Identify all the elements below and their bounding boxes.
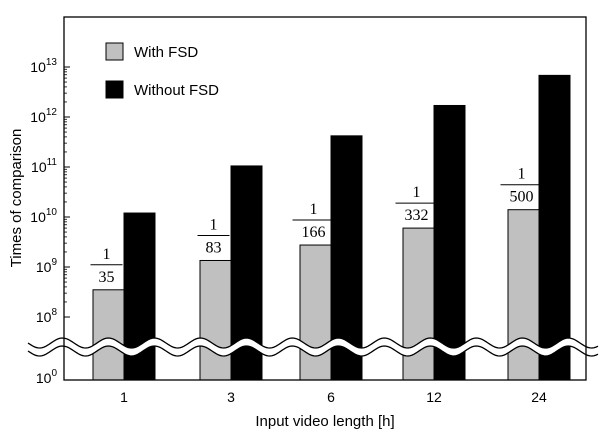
bar-without-fsd-24	[538, 74, 571, 381]
x-tick-label-24: 24	[531, 389, 547, 405]
y-tick-label: 100	[36, 368, 58, 386]
bar-with-fsd-3	[199, 259, 232, 381]
x-axis: 1 3 6 12 24	[120, 374, 547, 405]
x-tick-label-6: 6	[327, 389, 335, 405]
axis-break-line-lower	[27, 345, 599, 357]
ratio-numerator: 1	[518, 166, 526, 183]
y-tick-label: 109	[36, 257, 58, 275]
x-tick-label-3: 3	[227, 389, 235, 405]
bar-with-fsd-1	[92, 289, 125, 381]
bar-with-fsd-24	[507, 209, 540, 381]
ratio-denominator: 332	[405, 207, 429, 224]
bars-layer	[92, 74, 571, 381]
x-axis-title: Input video length [h]	[255, 413, 394, 430]
ratio-label-1: 135	[90, 246, 123, 286]
axis-break	[27, 337, 599, 357]
ratio-denominator: 35	[99, 269, 115, 286]
y-axis: 100 108 109 1010 1011 1012 1013	[30, 57, 70, 386]
bar-without-fsd-12	[433, 104, 466, 381]
x-tick-label-12: 12	[426, 389, 442, 405]
y-tick-label: 1012	[30, 107, 57, 125]
plot-frame	[63, 16, 587, 381]
bar-with-fsd-6	[299, 244, 332, 381]
legend-swatch	[105, 80, 124, 99]
legend: With FSD Without FSD	[105, 42, 219, 99]
y-tick-label: 108	[36, 307, 58, 325]
axis-break-fill	[28, 338, 598, 356]
ratio-numerator: 1	[413, 184, 421, 201]
ratio-denominator: 500	[510, 189, 534, 206]
bar-with-fsd-12	[402, 227, 435, 381]
x-tick-label-1: 1	[120, 389, 128, 405]
ratio-numerator: 1	[310, 201, 318, 218]
ratio-denominator: 83	[206, 239, 222, 256]
legend-label: Without FSD	[134, 82, 219, 99]
ratio-label-3: 183	[197, 216, 230, 256]
legend-swatch	[105, 42, 124, 61]
ratio-numerator: 1	[103, 246, 111, 263]
legend-entry-with-fsd: With FSD	[105, 42, 198, 61]
y-tick-label: 1013	[30, 57, 57, 75]
axis-break-line-upper	[27, 337, 599, 349]
ratio-numerator: 1	[210, 216, 218, 233]
y-axis-title: Times of comparison	[8, 129, 25, 268]
ratio-denominator: 166	[302, 224, 326, 241]
legend-entry-without-fsd: Without FSD	[105, 80, 219, 99]
legend-label: With FSD	[134, 44, 198, 61]
y-tick-label: 1010	[30, 207, 57, 225]
y-tick-label: 1011	[31, 157, 57, 175]
